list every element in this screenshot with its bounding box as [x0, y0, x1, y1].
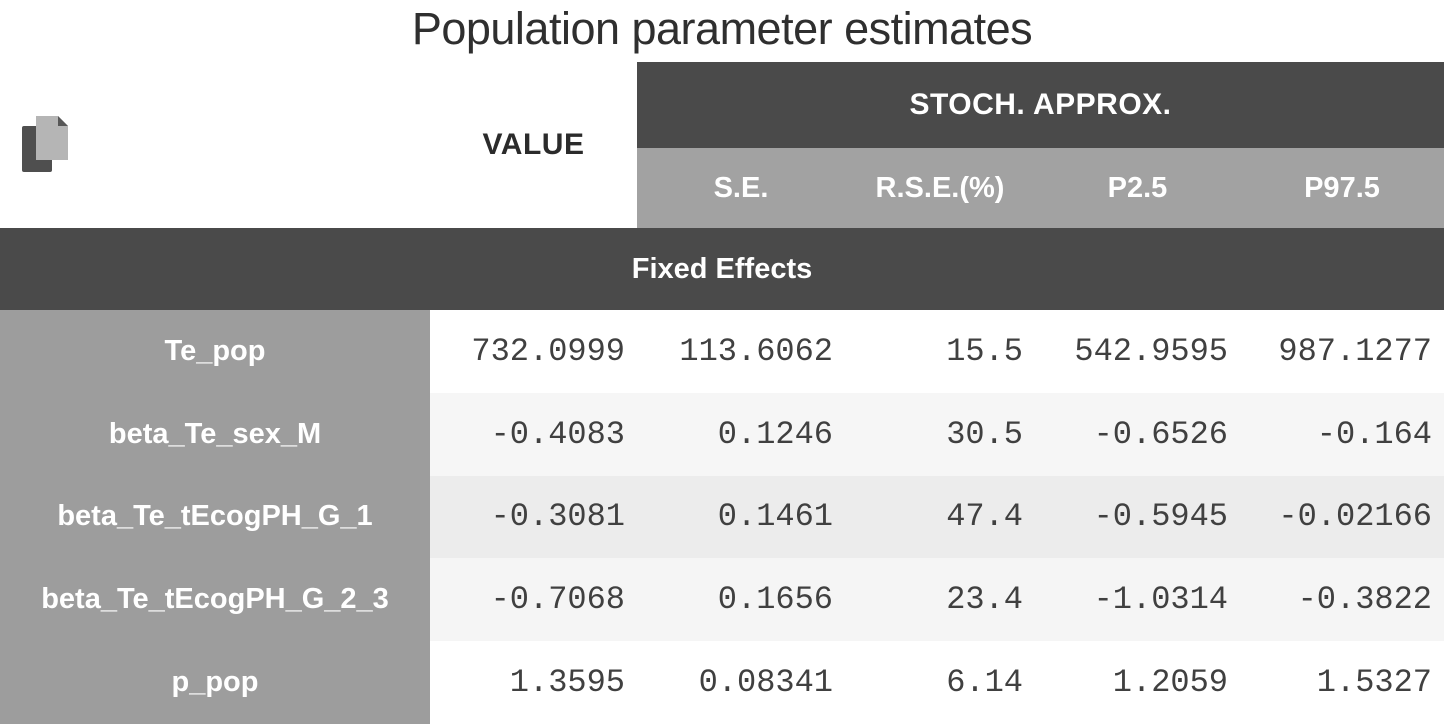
- copy-icon: [22, 116, 68, 172]
- parameter-name-cell: Te_pop: [0, 310, 430, 393]
- column-header-rse: R.S.E.(%): [875, 171, 1005, 204]
- column-group-header-stoch-approx: STOCH. APPROX.: [637, 62, 1444, 148]
- table-row: beta_Te_sex_M -0.4083 0.1246 30.5 -0.652…: [0, 392, 1444, 476]
- value-cell: 1.3595: [509, 664, 625, 702]
- p97-5-cell: -0.02166: [1278, 498, 1432, 536]
- parameter-name-cell: beta_Te_tEcogPH_G_1: [0, 475, 430, 559]
- p97-5-cell: 987.1277: [1278, 332, 1432, 370]
- rse-cell: 6.14: [946, 664, 1023, 702]
- p2-5-cell: -0.6526: [1093, 415, 1228, 453]
- parameter-name-cell: p_pop: [0, 641, 430, 724]
- p97-5-cell: -0.3822: [1297, 581, 1432, 619]
- p2-5-cell: -1.0314: [1093, 581, 1228, 619]
- copy-table-button[interactable]: [22, 116, 70, 174]
- value-cell: -0.4083: [490, 415, 625, 453]
- rse-cell: 23.4: [946, 581, 1023, 619]
- se-cell: 0.1461: [717, 498, 833, 536]
- column-header-value: VALUE: [430, 62, 637, 228]
- rse-cell: 15.5: [946, 332, 1023, 370]
- se-cell: 0.1246: [717, 415, 833, 453]
- table-row: beta_Te_tEcogPH_G_1 -0.3081 0.1461 47.4 …: [0, 475, 1444, 559]
- section-header-fixed-effects: Fixed Effects: [0, 228, 1444, 310]
- p2-5-cell: 1.2059: [1112, 664, 1228, 702]
- stoch-approx-header-group: STOCH. APPROX. S.E. R.S.E.(%) P2.5 P97.5: [637, 62, 1444, 228]
- column-header-p97-5: P97.5: [1304, 171, 1380, 204]
- rse-cell: 30.5: [946, 415, 1023, 453]
- parameter-name-cell: beta_Te_tEcogPH_G_2_3: [0, 558, 430, 642]
- column-header-p2-5: P2.5: [1107, 171, 1168, 204]
- p97-5-cell: -0.164: [1316, 415, 1432, 453]
- page-title: Population parameter estimates: [411, 3, 1033, 54]
- table-body: Te_pop 732.0999 113.6062 15.5 542.9595 9…: [0, 310, 1444, 724]
- p97-5-cell: 1.5327: [1316, 664, 1432, 702]
- p2-5-cell: -0.5945: [1093, 498, 1228, 536]
- se-cell: 0.08341: [698, 664, 833, 702]
- se-cell: 0.1656: [717, 581, 833, 619]
- sub-header-row: S.E. R.S.E.(%) P2.5 P97.5: [637, 148, 1444, 228]
- value-cell: -0.3081: [490, 498, 625, 536]
- table-row: Te_pop 732.0999 113.6062 15.5 542.9595 9…: [0, 310, 1444, 393]
- p2-5-cell: 542.9595: [1074, 332, 1228, 370]
- parameter-name-cell: beta_Te_sex_M: [0, 392, 430, 476]
- rse-cell: 47.4: [946, 498, 1023, 536]
- table-header: VALUE STOCH. APPROX. S.E. R.S.E.(%) P2.5…: [0, 62, 1444, 228]
- table-corner-cell: [0, 62, 430, 228]
- parameter-estimates-table: VALUE STOCH. APPROX. S.E. R.S.E.(%) P2.5…: [0, 62, 1444, 724]
- value-cell: -0.7068: [490, 581, 625, 619]
- se-cell: 113.6062: [679, 332, 833, 370]
- table-row: p_pop 1.3595 0.08341 6.14 1.2059 1.5327: [0, 641, 1444, 724]
- value-cell: 732.0999: [471, 332, 625, 370]
- column-header-se: S.E.: [713, 171, 769, 204]
- table-row: beta_Te_tEcogPH_G_2_3 -0.7068 0.1656 23.…: [0, 558, 1444, 642]
